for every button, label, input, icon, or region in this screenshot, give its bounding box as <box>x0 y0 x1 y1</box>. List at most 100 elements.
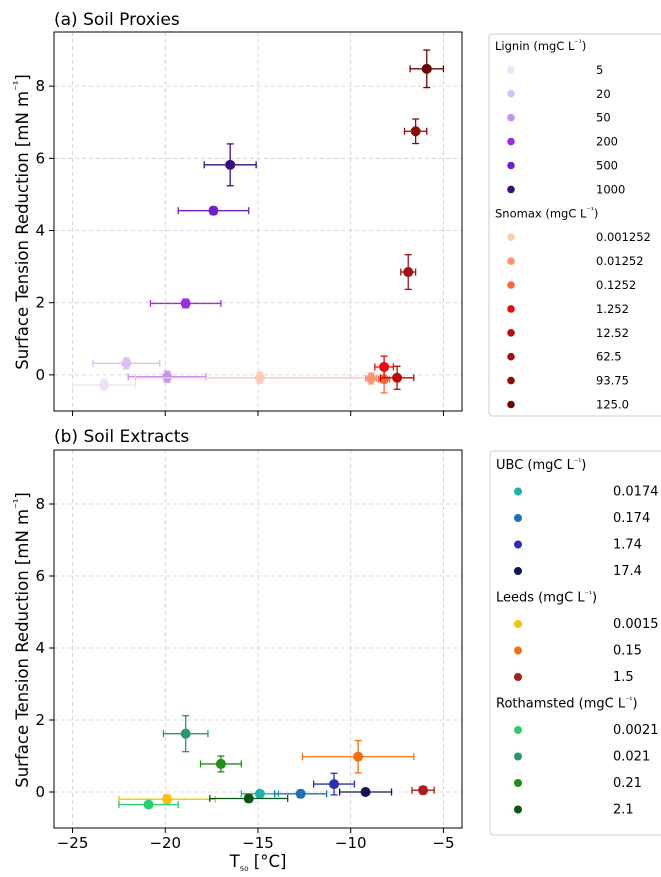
legend-label: 1000 <box>596 182 625 196</box>
legend-marker <box>507 281 515 289</box>
legend-item: 0.0174 <box>514 485 659 500</box>
y-tick-label: 4 <box>35 222 45 240</box>
y-tick-label: 2 <box>35 294 45 312</box>
legend-label: 200 <box>596 135 618 149</box>
data-point-0-21 <box>199 755 242 773</box>
legend-marker <box>514 487 522 496</box>
legend-group-title: Lignin (mgC L⁻¹) <box>495 38 586 53</box>
data-point-0-174 <box>274 788 328 799</box>
legend-label: 50 <box>596 111 611 125</box>
legend-label: 0.0174 <box>613 485 659 500</box>
panel-soil-proxies: (a) Soil Proxies 0 2 4 6 8 Surface Tension R… <box>11 10 661 417</box>
legend-label: 0.021 <box>613 750 650 765</box>
legend-box <box>489 450 661 836</box>
legend-label: 93.75 <box>596 374 629 388</box>
legend-item: 0.01252 <box>507 254 644 268</box>
legend-label: 2.1 <box>613 803 634 818</box>
legend-label: 0.0021 <box>613 723 659 738</box>
legend-marker <box>514 620 522 628</box>
data-point-1-5 <box>411 785 435 796</box>
legend-item: 1.5 <box>514 670 634 685</box>
x-tick-label: −5 <box>432 834 454 852</box>
y-tick-label: 6 <box>35 149 45 167</box>
legend-marker <box>507 161 515 170</box>
y-axis-label: Surface Tension Reduction [mN m⁻¹​] <box>11 492 32 788</box>
legend-item: 0.0015 <box>514 617 659 632</box>
legend-marker <box>507 305 515 313</box>
legend-label: 0.1252 <box>596 278 636 292</box>
data-point-17-4 <box>338 787 393 797</box>
x-tick-label: −25 <box>57 834 89 852</box>
y-tick-label: 8 <box>35 495 45 513</box>
y-tick-label: 2 <box>35 711 45 729</box>
plot-frame <box>53 449 463 829</box>
legend-marker <box>514 673 522 681</box>
legend-item: 1000 <box>507 182 625 196</box>
legend-marker <box>507 352 515 361</box>
tick-labels: 0 2 4 6 8 <box>35 77 444 416</box>
legend-group-title: Leeds (mgC L⁻¹) <box>496 590 597 606</box>
data-point-200 <box>149 298 222 309</box>
legend: Lignin (mgC L⁻¹) 5 20 50 200 500 1000 Snomax (m… <box>495 38 651 412</box>
legend-item: 0.21 <box>514 776 642 791</box>
panel-title: (b) Soil Extracts <box>54 427 189 447</box>
legend-item: 0.15 <box>514 644 642 659</box>
y-tick-label: 4 <box>35 639 45 657</box>
data-point-0-1252 <box>377 364 391 394</box>
legend-marker <box>514 726 522 734</box>
legend-item: 500 <box>507 159 618 173</box>
legend-marker <box>507 400 515 409</box>
legend-label: 0.174 <box>613 511 650 526</box>
legend-item: 125.0 <box>507 398 629 412</box>
gridlines <box>54 450 462 828</box>
legend-marker <box>507 66 515 74</box>
data-point-1-74 <box>312 772 356 796</box>
legend-label: 5 <box>596 63 603 77</box>
legend-item: 50 <box>507 111 611 125</box>
legend-item: 2.1 <box>514 803 634 818</box>
legend-label: 125.0 <box>596 398 629 412</box>
legend-marker <box>514 752 522 761</box>
legend-box <box>488 33 661 417</box>
legend-item: 0.1252 <box>507 278 636 292</box>
legend-group-title: Snomax (mgC L⁻¹) <box>495 205 598 220</box>
legend-item: 1.252 <box>507 302 629 316</box>
panel-title: (a) Soil Proxies <box>54 10 180 30</box>
legend: UBC (mgC L⁻¹) 0.0174 0.174 1.74 17.4 Leeds (m… <box>496 457 659 818</box>
legend-marker <box>507 90 515 98</box>
legend-marker <box>514 567 522 575</box>
x-axis-label: T₅₀​ [°C] <box>229 852 287 873</box>
y-axis-label: Surface Tension Reduction [mN m⁻¹​] <box>11 74 32 370</box>
legend-marker <box>507 137 515 146</box>
legend-marker <box>507 185 515 194</box>
legend-marker <box>507 329 515 337</box>
data-point-0-0015 <box>118 794 216 805</box>
legend-marker <box>507 233 515 241</box>
legend-label: 17.4 <box>613 564 642 579</box>
data-point-50 <box>127 370 207 383</box>
legend-label: 0.15 <box>613 644 642 659</box>
data-point-0-01252 <box>364 372 378 385</box>
legend-label: 1.5 <box>613 670 634 685</box>
legend-group-title: UBC (mgC L⁻¹) <box>496 457 586 473</box>
data-points <box>118 715 435 810</box>
legend-label: 62.5 <box>596 350 622 364</box>
data-point-5 <box>71 378 137 392</box>
legend-label: 20 <box>596 87 611 101</box>
data-point-0-0021 <box>118 799 179 810</box>
legend-item: 200 <box>507 135 618 149</box>
data-point-1-252 <box>374 355 395 379</box>
legend-item: 93.75 <box>507 374 629 388</box>
plot-frame <box>53 31 463 412</box>
legend-label: 0.01252 <box>596 254 644 268</box>
data-point-0-021 <box>162 715 209 753</box>
panel-soil-extracts: (b) Soil Extracts −25 −20 −15 −10 −5 0 2 4 6 8 Su… <box>11 427 661 874</box>
legend-label: 12.52 <box>596 326 629 340</box>
data-point-2-1 <box>209 793 289 804</box>
legend-marker <box>507 376 515 385</box>
legend-item: 1.74 <box>514 538 642 553</box>
data-point-12-52 <box>379 365 415 390</box>
legend-marker <box>514 540 522 549</box>
legend-marker <box>514 514 522 522</box>
